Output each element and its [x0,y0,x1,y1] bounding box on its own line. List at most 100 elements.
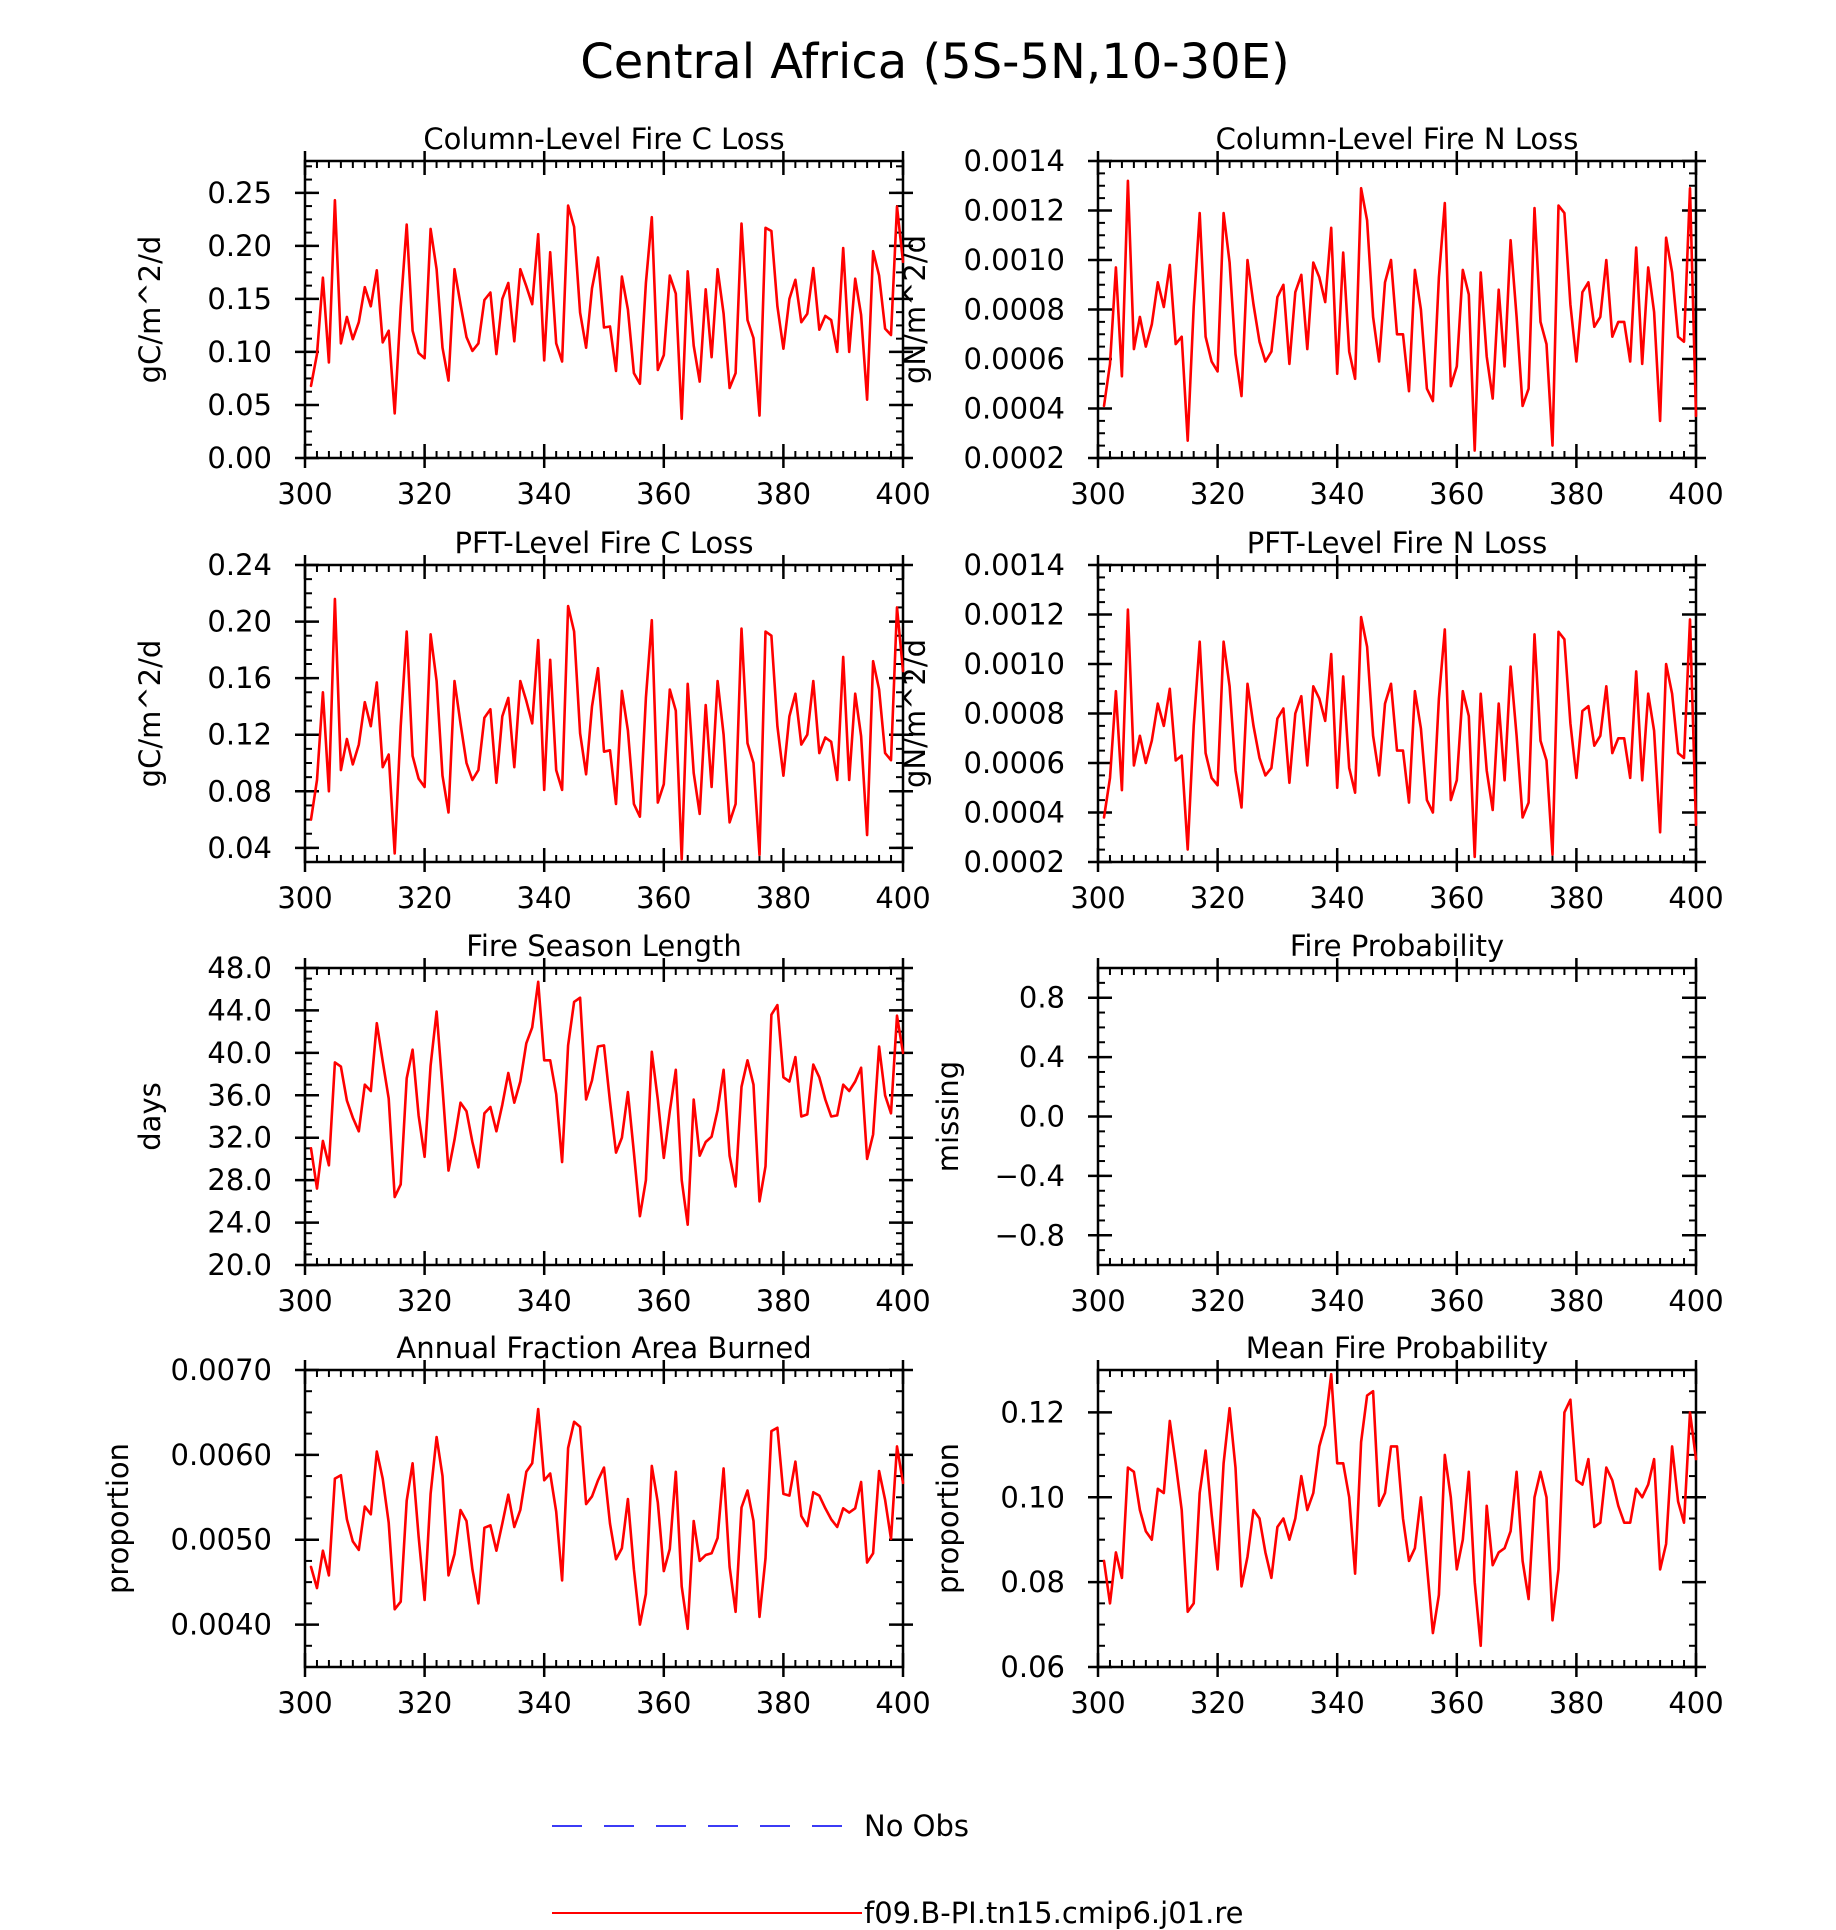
x-tick-label: 300 [1070,1284,1125,1318]
x-tick-label: 400 [875,881,930,915]
x-tick-label: 380 [1549,881,1604,915]
y-tick-label: 0.20 [207,605,272,639]
y-tick-label: 0.0010 [964,243,1065,277]
x-tick-label: 380 [1549,1686,1604,1720]
x-tick-label: 320 [397,1686,452,1720]
x-tick-label: 400 [1668,881,1723,915]
panel-title: Mean Fire Probability [1246,1331,1549,1365]
chart-panel: Fire Season Length 300 320 340 360 380 400 20.0… [133,929,931,1318]
x-tick-label: 400 [1668,477,1723,511]
plot-frame [303,966,905,1267]
x-tick-label: 300 [277,477,332,511]
chart-panel: Column-Level Fire N Loss 300 320 340 360 380 4… [898,122,1724,511]
y-tick-label: 0.25 [207,176,272,210]
x-tick-label: 380 [756,477,811,511]
y-axis-label: missing [931,1061,965,1172]
x-tick-label: 380 [756,881,811,915]
x-tick-label: 340 [517,477,572,511]
y-tick-label: 0.0014 [964,144,1065,178]
legend-label: No Obs [864,1809,969,1843]
y-tick-label: 0.0010 [964,647,1065,681]
x-tick-label: 360 [636,1284,691,1318]
x-tick-label: 320 [397,1284,452,1318]
x-tick-label: 380 [1549,1284,1604,1318]
x-tick-label: 320 [397,477,452,511]
y-tick-label: 0.12 [207,718,272,752]
x-tick-label: 360 [636,881,691,915]
chart-panel: Mean Fire Probability 300 320 340 360 380 400 0… [931,1331,1724,1720]
y-tick-label: 32.0 [207,1121,272,1155]
y-tick-label: 0.8 [1019,981,1065,1015]
y-tick-label: 0.0014 [964,548,1065,582]
x-tick-label: 320 [1190,881,1245,915]
x-tick-label: 360 [1429,1686,1484,1720]
x-tick-label: 400 [875,477,930,511]
series-line [1102,1372,1698,1648]
y-tick-label: 0.0006 [964,342,1065,376]
chart-panel: Column-Level Fire C Loss 300 320 340 360 380 4… [133,122,931,511]
x-tick-label: 300 [1070,477,1125,511]
panel-title: PFT-Level Fire N Loss [1247,526,1547,560]
x-tick-label: 400 [875,1686,930,1720]
x-tick-label: 360 [1429,477,1484,511]
y-tick-label: 0.0 [1019,1100,1065,1134]
y-tick-label: −0.8 [995,1218,1065,1252]
y-axis-label: days [133,1082,167,1150]
panel-title: Fire Probability [1290,929,1504,963]
series-line [309,980,905,1226]
plot-frame [1096,563,1698,864]
y-tick-label: 0.05 [207,388,272,422]
x-tick-label: 340 [517,1686,572,1720]
panel-title: Fire Season Length [466,929,741,963]
y-tick-label: 0.10 [207,335,272,369]
x-tick-label: 360 [1429,1284,1484,1318]
series-line [1102,608,1698,859]
y-tick-label: 0.16 [207,661,272,695]
series-line [309,198,905,421]
x-tick-label: 320 [1190,1284,1245,1318]
y-tick-label: 0.06 [1000,1650,1065,1684]
y-tick-label: 44.0 [207,993,272,1027]
y-tick-label: 20.0 [207,1248,272,1282]
x-tick-label: 380 [756,1686,811,1720]
x-tick-label: 320 [1190,1686,1245,1720]
y-tick-label: 0.15 [207,282,272,316]
y-tick-label: 0.12 [1000,1395,1065,1429]
y-axis-label: proportion [931,1443,965,1594]
y-tick-label: 0.10 [1000,1480,1065,1514]
y-axis-label: gC/m^2/d [133,640,167,788]
panel-title: PFT-Level Fire C Loss [455,526,754,560]
y-tick-label: 0.00 [207,441,272,475]
y-tick-label: 0.0040 [171,1608,272,1642]
x-tick-label: 300 [1070,1686,1125,1720]
y-tick-label: 0.0060 [171,1438,272,1472]
chart-panel: Annual Fraction Area Burned 300 320 340 360 3… [101,1331,931,1720]
x-tick-label: 360 [636,477,691,511]
y-tick-label: 48.0 [207,951,272,985]
panel-title: Column-Level Fire C Loss [423,122,784,156]
y-tick-label: 0.0004 [964,796,1065,830]
y-tick-label: 0.0012 [964,194,1065,228]
y-tick-label: 24.0 [207,1206,272,1240]
x-tick-label: 340 [517,881,572,915]
series-line [309,1407,905,1631]
y-tick-label: 28.0 [207,1163,272,1197]
y-tick-label: 0.0008 [964,293,1065,327]
x-tick-label: 340 [1310,477,1365,511]
y-tick-label: 0.0070 [171,1353,272,1387]
series-line [309,597,905,861]
plot-frame [1096,1368,1698,1669]
x-tick-label: 300 [277,881,332,915]
x-tick-label: 380 [756,1284,811,1318]
y-tick-label: 0.0002 [964,441,1065,475]
x-tick-label: 340 [1310,881,1365,915]
figure-title: Central Africa (5S-5N,10-30E) [580,34,1289,90]
y-axis-label: proportion [101,1443,135,1594]
y-axis-label: gC/m^2/d [133,236,167,384]
x-tick-label: 400 [1668,1284,1723,1318]
series-line [1102,179,1698,452]
y-tick-label: 0.0050 [171,1523,272,1557]
x-tick-label: 340 [1310,1284,1365,1318]
plot-frame [303,563,905,864]
panel-title: Annual Fraction Area Burned [396,1331,811,1365]
